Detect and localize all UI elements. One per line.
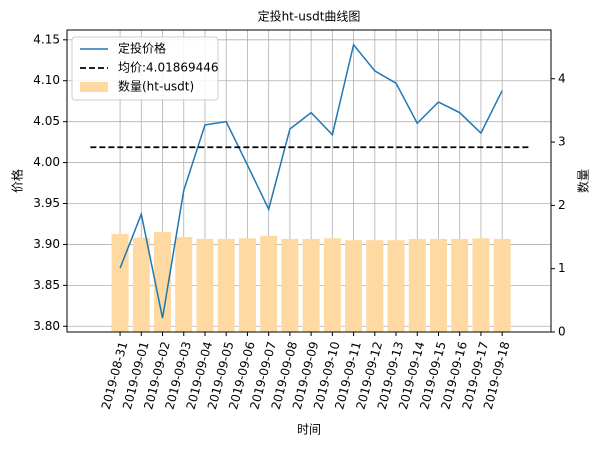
legend-label: 数量(ht-usdt) — [118, 79, 194, 94]
y2-tick-label: 2 — [558, 198, 566, 212]
y-tick-label: 3.85 — [33, 278, 60, 292]
bar — [430, 238, 447, 332]
y2-axis-label: 数量 — [576, 169, 591, 193]
bar — [345, 240, 363, 332]
price-line — [119, 43, 503, 319]
plot-frame — [66, 29, 552, 333]
chart-title: 定投ht-usdt曲线图 — [258, 9, 361, 24]
y2-tick-label: 0 — [558, 325, 566, 339]
y-tick-label: 4.10 — [33, 73, 60, 87]
y-tick-label: 4.15 — [33, 32, 60, 46]
bar — [154, 231, 172, 332]
bar — [217, 238, 235, 332]
bar — [387, 240, 405, 332]
y-tick-label: 3.80 — [33, 319, 60, 333]
lines — [90, 43, 530, 319]
bar — [111, 233, 129, 332]
legend-swatch — [80, 82, 108, 92]
bar — [366, 240, 384, 332]
y2-tick-label: 4 — [558, 71, 566, 85]
y-axis-label: 价格 — [10, 169, 25, 193]
bar — [238, 238, 256, 332]
y-tick-label: 3.90 — [33, 237, 60, 251]
y2-tick-label: 3 — [558, 135, 566, 149]
bar — [281, 238, 299, 332]
legend-label: 定投价格 — [118, 41, 166, 56]
bars — [111, 231, 511, 332]
bar — [493, 238, 511, 332]
bar — [175, 237, 193, 332]
y-tick-label: 4.05 — [33, 114, 60, 128]
legend-label: 均价:4.01869446 — [118, 61, 219, 75]
y-tick-label: 4.00 — [33, 155, 60, 169]
y2-tick-label: 1 — [558, 261, 566, 275]
bar — [302, 238, 320, 332]
x-axis-label: 时间 — [297, 423, 321, 437]
bar — [408, 238, 426, 332]
bar — [196, 238, 214, 332]
bar — [323, 238, 341, 332]
bar — [472, 238, 490, 332]
bar — [260, 235, 278, 332]
legend-box — [71, 36, 219, 101]
bar — [451, 238, 469, 332]
bar — [132, 237, 150, 332]
y-tick-label: 3.95 — [33, 196, 60, 210]
